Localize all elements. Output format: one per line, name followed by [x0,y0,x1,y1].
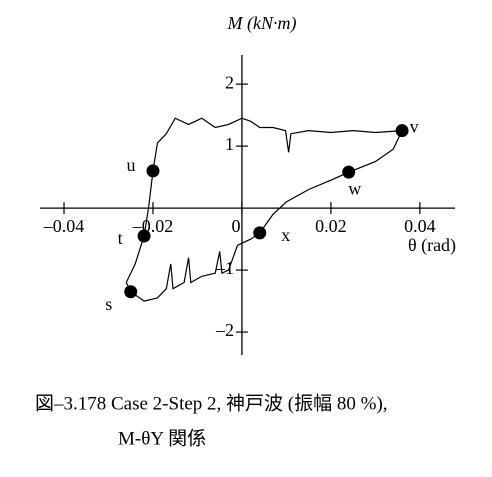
y-tick-label: –1 [215,258,234,278]
x-axis-label: θ (rad) [408,235,456,256]
y-tick-label: 1 [225,134,234,154]
point-marker [124,285,138,299]
point-label: x [281,225,290,245]
caption: M-θY 関係 [118,427,206,449]
point-label: s [105,294,112,314]
point-marker [146,164,160,178]
point-marker [395,124,409,138]
point-label: w [348,178,361,198]
y-tick-label: –2 [215,320,234,340]
hysteresis-curve [125,117,403,302]
y-tick-label: 2 [225,72,234,92]
point-label: t [118,228,123,248]
point-label: u [126,155,135,175]
caption: 図–3.178 Case 2-Step 2, 神戸波 (振幅 80 %), [35,392,388,414]
point-marker [253,226,267,240]
x-tick-label: 0.02 [315,216,347,236]
point-label: v [410,117,419,137]
y-axis-label: M (kN·m) [227,13,297,34]
x-tick-label: –0.04 [43,216,85,236]
x-tick-label: –0.02 [132,216,174,236]
point-marker [137,229,151,243]
point-marker [342,165,356,179]
x-tick-label: 0.04 [404,216,436,236]
x-tick-label: 0 [231,216,240,236]
